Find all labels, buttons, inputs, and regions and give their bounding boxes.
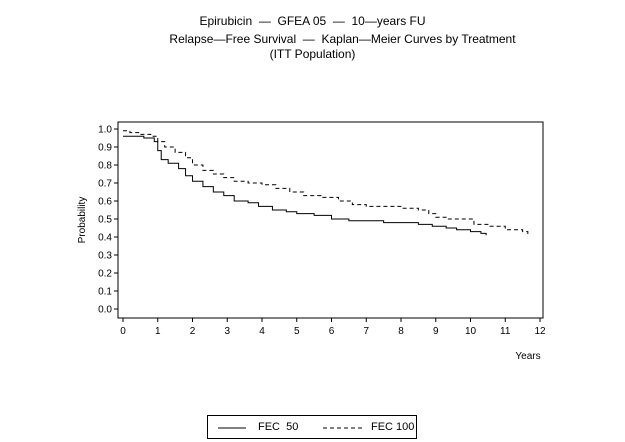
x-tick-label: 11 <box>500 326 511 337</box>
y-tick-label: 0.9 <box>98 143 112 154</box>
chart-title-line-1: Epirubicin — GFEA 05 — 10—years FU <box>199 14 426 28</box>
legend-label-fec-100: FEC 100 <box>371 421 415 433</box>
x-tick-label: 12 <box>534 326 546 337</box>
y-axis-title: Probability <box>77 197 88 244</box>
x-tick-label: 6 <box>329 326 335 337</box>
x-tick-label: 2 <box>190 326 196 337</box>
series-layer <box>123 130 529 237</box>
y-tick-label: 0.7 <box>98 179 112 190</box>
y-tick-label: 0.6 <box>98 197 112 208</box>
legend: FEC 50 FEC 100 <box>207 415 417 439</box>
x-tick-label: 7 <box>363 326 369 337</box>
x-axis: 0 1 2 3 4 5 6 7 8 9 10 11 12 <box>120 318 546 337</box>
x-tick-label: 3 <box>224 326 230 337</box>
y-axis: 0.0 0.1 0.2 0.3 0.4 0.5 0.6 0.7 0.8 0.9 1.0 <box>98 125 118 316</box>
series-line-fec-100 <box>123 130 529 237</box>
legend-label-fec-50: FEC 50 <box>258 421 299 433</box>
plot-frame <box>117 121 544 319</box>
x-tick-label: 10 <box>465 326 477 337</box>
y-tick-label: 0.8 <box>98 161 112 172</box>
x-tick-label: 8 <box>398 326 404 337</box>
x-tick-label: 0 <box>120 326 126 337</box>
y-tick-label: 0.5 <box>98 215 112 226</box>
chart-title-line-3: (ITT Population) <box>269 47 356 61</box>
y-tick-label: 0.1 <box>98 287 112 298</box>
y-tick-label: 0.2 <box>98 269 112 280</box>
x-tick-label: 9 <box>433 326 439 337</box>
x-axis-title: Years <box>515 351 540 362</box>
series-line-fec-50 <box>123 135 487 236</box>
x-tick-label: 1 <box>155 326 161 337</box>
y-tick-label: 1.0 <box>98 125 112 136</box>
y-tick-label: 0.4 <box>98 233 112 244</box>
chart-title-line-2: Relapse—Free Survival — Kaplan—Meier Cur… <box>169 32 516 46</box>
y-tick-label: 0.0 <box>98 305 112 316</box>
x-tick-label: 5 <box>294 326 300 337</box>
y-tick-label: 0.3 <box>98 251 112 262</box>
x-tick-label: 4 <box>259 326 265 337</box>
